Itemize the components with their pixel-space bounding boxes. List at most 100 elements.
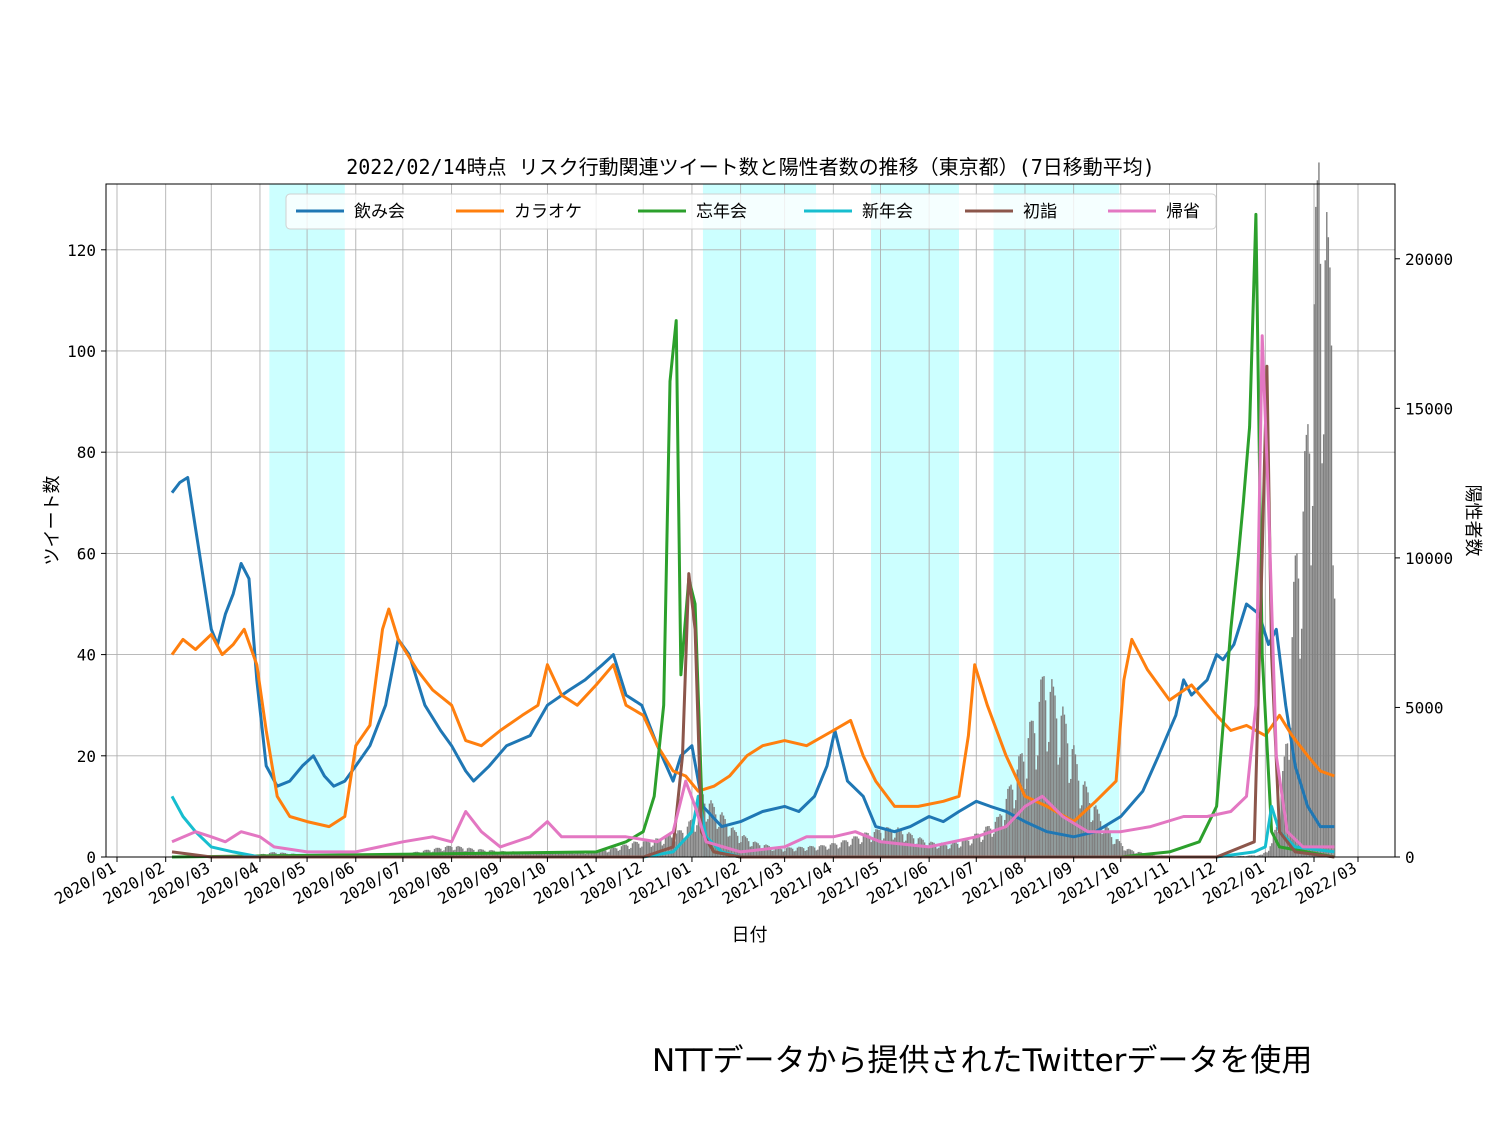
positives-bar [927,846,929,857]
positives-bar [1308,453,1311,857]
positives-bar [487,852,489,857]
positives-bar [1242,855,1245,857]
positives-bar [942,843,945,857]
positives-bar [539,852,541,857]
positives-bar [532,852,535,857]
y-axis-ticks: 0 20 40 60 80 100 120 [67,241,106,867]
positives-bar [1026,778,1028,857]
positives-bar [1266,852,1268,857]
positives-bar [1305,434,1308,857]
positives-bar [1110,837,1113,857]
positives-bar [584,853,587,857]
positives-bar [986,826,989,857]
positives-bar [531,853,533,857]
legend-label: 帰省 [1166,202,1200,222]
positives-bar [1059,757,1061,857]
positives-bar [997,816,1000,857]
positives-bar [1074,754,1077,857]
positives-bar [1121,846,1124,857]
positives-bar [1066,743,1069,857]
positives-bar [631,843,634,857]
positives-bar [447,845,450,857]
positives-bar [960,846,962,857]
positives-bar [967,840,970,857]
positives-bar [1096,809,1099,857]
positives-bar [1299,658,1301,857]
positives-bar [762,848,764,857]
positives-bar [587,851,590,857]
positives-bar [1021,753,1023,857]
positives-bar [1258,854,1260,857]
positives-bar [697,805,700,857]
positives-bar [824,846,827,857]
positives-bar [1304,451,1306,857]
positives-bar [553,853,555,857]
y-tick-label: 40 [77,646,96,665]
plot-frame [105,183,1396,858]
positives-bar [961,841,964,857]
positives-bar [1101,834,1103,857]
positives-bar [994,821,997,857]
positives-bar [1302,511,1304,857]
positives-bar [1054,695,1056,857]
y2-tick-label: 20000 [1405,250,1453,269]
positives-bar [933,842,935,857]
positives-bar [999,814,1001,857]
positives-bar [894,837,896,857]
positives-bar [905,840,907,857]
positives-bar [622,844,624,857]
positives-bar [787,847,789,857]
positives-bar [820,845,822,857]
positives-bar [620,846,623,857]
positives-bar [768,845,770,857]
positives-bar [1070,778,1072,857]
positives-bar [977,833,979,857]
positives-bar [912,838,915,857]
positives-bar [922,839,924,857]
positives-bar [1333,598,1336,857]
positives-bar [1288,759,1290,857]
positives-bar [872,840,874,857]
positives-bar [1296,553,1298,857]
positives-bar [964,839,967,857]
positives-bar [729,835,731,857]
positives-bar [782,851,784,857]
positives-bar [876,829,879,857]
positives-bar [983,830,986,857]
positives-bar [939,843,942,857]
positives-bar [603,849,605,857]
positives-bar [1327,237,1330,858]
positives-bar [920,838,923,857]
legend: 飲み会 カラオケ 忘年会 新年会 初詣 帰省 [285,193,1217,230]
positives-bar [1285,743,1287,857]
legend-label: 初詣 [1023,202,1057,222]
positives-bar [718,826,720,857]
positives-bar [1114,843,1116,857]
positives-bar [1041,676,1044,857]
positives-bar [518,853,521,857]
positives-bar [565,851,568,857]
positives-bar [1241,855,1243,857]
positives-bar [1071,749,1073,857]
positives-bar [931,842,934,857]
positives-bar [821,845,824,857]
positives-bar [952,842,954,857]
positives-bar [611,847,613,857]
positives-bar [1033,733,1036,857]
positives-bar [559,851,561,857]
positives-bar [526,852,528,857]
positives-bar [592,850,594,857]
positives-bar [1274,829,1276,857]
positives-bar [542,853,544,857]
positives-bar [1289,727,1292,857]
positives-bar [1307,424,1309,857]
positives-bar [861,842,863,857]
positives-bar [807,846,810,857]
positives-bar [985,826,987,857]
positives-bar [1311,505,1314,857]
positives-bar [1038,701,1041,857]
x-axis-label: 日付 [732,925,768,946]
positives-bar [1015,800,1017,857]
positives-bar [1294,555,1297,857]
positives-bar [608,851,610,857]
